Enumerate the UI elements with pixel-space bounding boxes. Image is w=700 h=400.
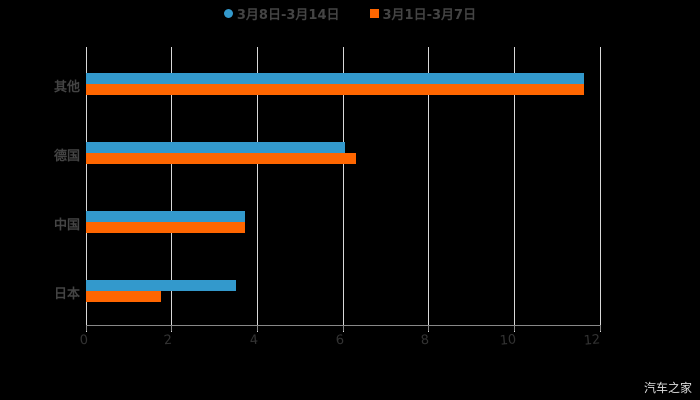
bar-series2-china[interactable] xyxy=(86,222,245,233)
category-label: 日本 xyxy=(53,287,80,302)
x-tick xyxy=(428,325,429,331)
bar-series2-other[interactable] xyxy=(86,84,584,95)
gridline xyxy=(428,47,429,332)
gridline xyxy=(600,47,601,332)
bar-series1-other[interactable] xyxy=(86,73,584,84)
x-tick-label: 12 xyxy=(583,332,601,349)
bar-series1-japan[interactable] xyxy=(86,280,236,291)
legend-label: 3月1日-3月7日 xyxy=(382,8,477,23)
gridline xyxy=(171,47,172,332)
category-label: 德国 xyxy=(53,149,80,164)
x-tick xyxy=(257,325,258,331)
x-tick-label: 4 xyxy=(249,332,259,349)
x-tick xyxy=(86,325,87,331)
x-tick xyxy=(171,325,172,331)
x-tick-label: 2 xyxy=(163,332,173,349)
x-tick-label: 8 xyxy=(420,332,430,349)
gridline xyxy=(514,47,515,332)
x-tick xyxy=(514,325,515,331)
legend-label: 3月8日-3月14日 xyxy=(236,8,340,23)
x-tick xyxy=(600,325,601,331)
bar-series1-germany[interactable] xyxy=(86,142,345,153)
bar-series2-japan[interactable] xyxy=(86,291,161,302)
legend-square-icon xyxy=(369,9,379,18)
gridline xyxy=(343,47,344,332)
category-label: 其他 xyxy=(53,80,80,95)
bar-series2-germany[interactable] xyxy=(86,153,356,164)
x-tick-label: 10 xyxy=(499,332,517,349)
category-label: 中国 xyxy=(53,218,80,233)
bar-series1-china[interactable] xyxy=(86,211,245,222)
gridline xyxy=(86,47,87,332)
watermark: 汽车之家 xyxy=(643,381,692,395)
gridline xyxy=(257,47,258,332)
x-tick-label: 0 xyxy=(79,332,89,349)
chart-legend: 3月8日-3月14日 3月1日-3月7日 xyxy=(0,4,700,23)
x-tick xyxy=(343,325,344,331)
x-tick-label: 6 xyxy=(335,332,345,349)
legend-item-series2[interactable]: 3月1日-3月7日 xyxy=(369,4,477,23)
legend-item-series1[interactable]: 3月8日-3月14日 xyxy=(223,4,340,23)
legend-dot-icon xyxy=(223,9,233,18)
